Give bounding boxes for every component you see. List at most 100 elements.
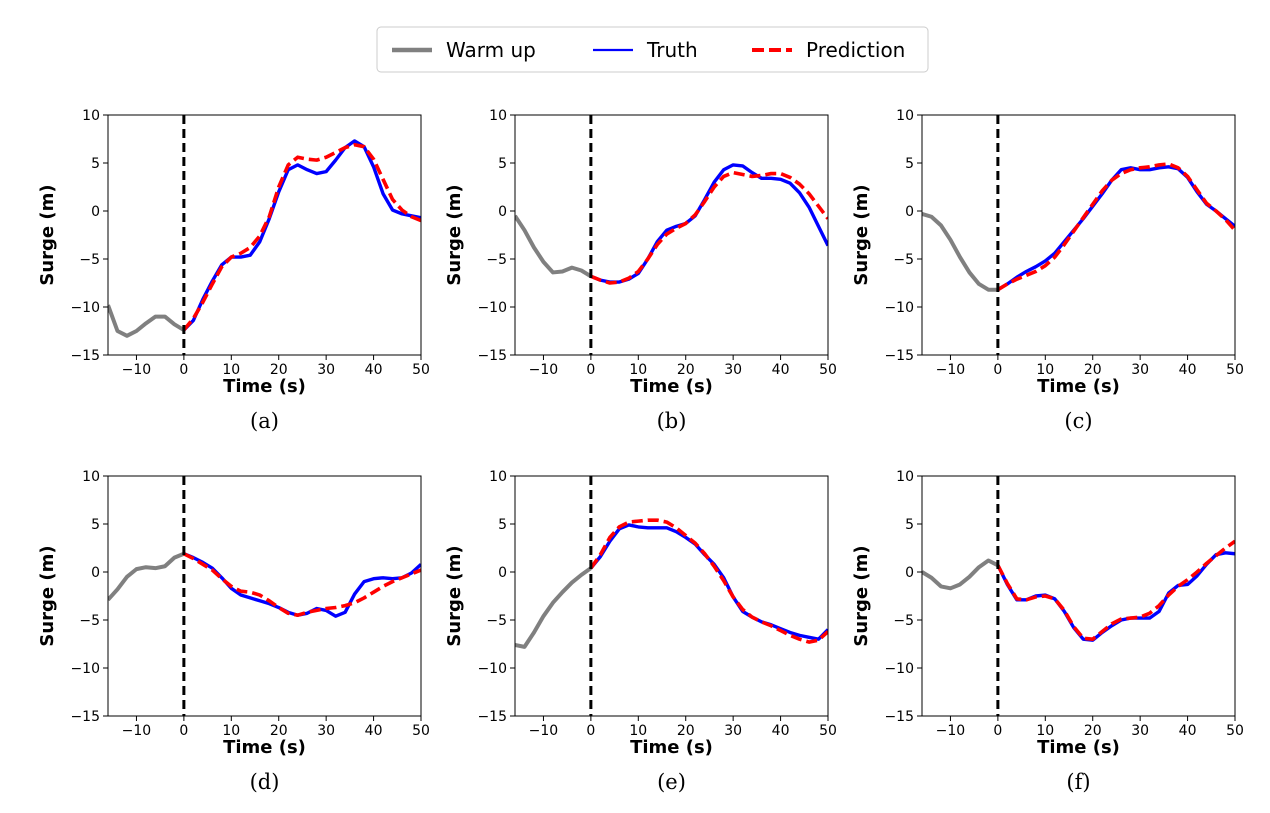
series-line-truth (590, 163, 828, 284)
x-tick-label: 30 (724, 723, 742, 739)
series-line-prediction (182, 142, 421, 332)
y-tick-label: −5 (486, 613, 507, 629)
y-tick-label: −10 (884, 661, 914, 677)
y-tick-label: −15 (884, 348, 914, 364)
x-tick-label: 40 (1179, 723, 1197, 739)
series-group (108, 139, 421, 338)
series-line-prediction (183, 552, 421, 618)
series-line-prediction (589, 518, 828, 644)
series-group (108, 551, 421, 618)
plot-frame (107, 114, 422, 356)
y-tick-label: 5 (905, 156, 914, 172)
panel-caption: (d) (250, 770, 280, 794)
x-tick-label: 0 (993, 362, 1002, 378)
y-tick-label: 0 (91, 204, 100, 220)
x-tick-label: 10 (222, 723, 240, 739)
series-line-truth (182, 139, 421, 332)
y-tick-label: 5 (498, 156, 507, 172)
series-line-warm-up (108, 304, 185, 338)
x-axis-label: Time (s) (223, 376, 306, 397)
x-tick-label: 40 (1179, 362, 1197, 378)
y-tick-label: −5 (893, 613, 914, 629)
x-tick-label: −10 (936, 362, 966, 378)
x-tick-label: 0 (179, 362, 188, 378)
y-tick-label: 10 (489, 469, 507, 485)
x-tick-label: 40 (365, 723, 383, 739)
legend-label-prediction: Prediction (806, 38, 905, 62)
x-axis-label: Time (s) (1037, 376, 1120, 397)
x-tick-label: 30 (1131, 723, 1149, 739)
y-axis-label: Surge (m) (444, 184, 465, 285)
x-tick-label: 10 (629, 362, 647, 378)
series-group (515, 163, 828, 285)
x-tick-label: 30 (1131, 362, 1149, 378)
plot-frame (921, 114, 1236, 356)
x-tick-label: 20 (1084, 723, 1102, 739)
y-tick-label: −10 (70, 661, 100, 677)
x-tick-label: 20 (1084, 362, 1102, 378)
plot-frame (921, 475, 1236, 717)
x-axis-label: Time (s) (1037, 737, 1120, 758)
x-axis-label: Time (s) (630, 376, 713, 397)
y-tick-label: 5 (905, 517, 914, 533)
series-line-warm-up (515, 566, 593, 649)
x-tick-label: −10 (936, 723, 966, 739)
x-tick-label: 20 (677, 362, 695, 378)
x-tick-label: −10 (529, 362, 559, 378)
series-line-truth (589, 523, 828, 641)
panel-caption: (e) (657, 770, 686, 794)
series-line-warm-up (108, 551, 185, 602)
x-tick-label: 50 (819, 723, 837, 739)
x-tick-label: 50 (412, 723, 430, 739)
y-tick-label: −10 (477, 300, 507, 316)
y-tick-label: −10 (70, 300, 100, 316)
y-tick-label: 5 (91, 156, 100, 172)
panel-caption: (c) (1064, 409, 1092, 433)
y-axis-label: Surge (m) (37, 184, 58, 285)
series-group (515, 518, 828, 649)
x-tick-label: 20 (677, 723, 695, 739)
legend-label-truth: Truth (646, 38, 698, 62)
x-tick-label: 20 (270, 362, 288, 378)
y-tick-label: −5 (893, 252, 914, 268)
y-tick-label: 0 (91, 565, 100, 581)
x-tick-label: 0 (586, 723, 595, 739)
x-tick-label: −10 (122, 362, 152, 378)
plot-frame (514, 475, 829, 717)
x-tick-label: −10 (529, 723, 559, 739)
x-axis-label: Time (s) (223, 737, 306, 758)
x-tick-label: 0 (179, 723, 188, 739)
y-tick-label: −15 (477, 348, 507, 364)
y-axis-label: Surge (m) (37, 545, 58, 646)
legend-label-warm-up: Warm up (446, 38, 536, 62)
y-tick-label: −5 (79, 252, 100, 268)
panel-caption: (b) (657, 409, 687, 433)
x-tick-label: 30 (317, 362, 335, 378)
y-tick-label: 0 (905, 565, 914, 581)
x-tick-label: 40 (365, 362, 383, 378)
x-tick-label: 10 (629, 723, 647, 739)
x-tick-label: −10 (122, 723, 152, 739)
y-tick-label: 5 (498, 517, 507, 533)
y-tick-label: −15 (884, 709, 914, 725)
x-tick-label: 40 (772, 723, 790, 739)
plot-frame (107, 475, 422, 717)
x-tick-label: 30 (724, 362, 742, 378)
y-axis-label: Surge (m) (851, 545, 872, 646)
y-tick-label: 10 (82, 469, 100, 485)
series-group (922, 539, 1235, 642)
series-group (922, 162, 1235, 292)
legend-frame (376, 26, 929, 73)
y-tick-label: −5 (486, 252, 507, 268)
panel-caption: (a) (250, 409, 279, 433)
x-tick-label: 50 (1226, 723, 1244, 739)
x-tick-label: 20 (270, 723, 288, 739)
y-tick-label: 0 (905, 204, 914, 220)
y-tick-label: −15 (477, 709, 507, 725)
